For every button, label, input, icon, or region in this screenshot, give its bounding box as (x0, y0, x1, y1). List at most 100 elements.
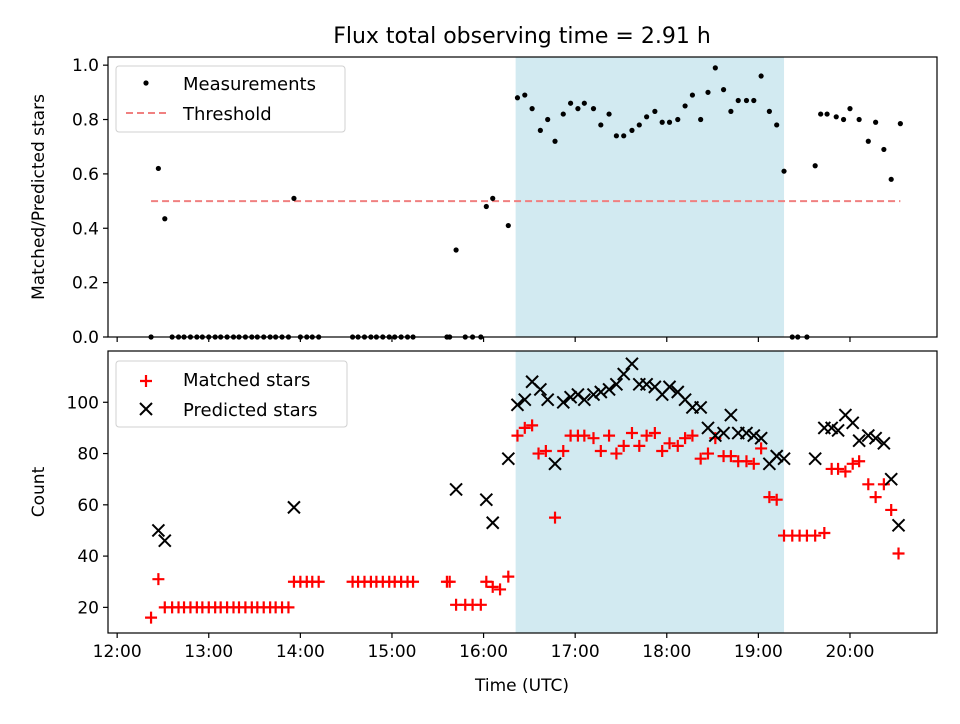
matched-star-point (885, 503, 898, 516)
predicted-star-point (617, 367, 631, 381)
measurement-point (529, 106, 535, 112)
matched-star-point (862, 478, 875, 491)
matched-star-point (633, 439, 646, 452)
matched-star-point (603, 429, 616, 442)
ratio-legend: Measurements Threshold (115, 65, 346, 133)
measurement-point (705, 89, 711, 95)
predicted-star-point (540, 393, 555, 407)
matched-star-point (656, 444, 669, 457)
legend-threshold-label: Threshold (182, 104, 272, 125)
matched-star-point (617, 439, 630, 452)
matched-star-point (770, 493, 783, 506)
predicted-star-point (639, 377, 654, 392)
measurement-point (728, 108, 734, 114)
measurement-point (522, 92, 528, 98)
legend-predicted-marker (139, 402, 153, 416)
y-tick-label: 0.6 (72, 165, 99, 185)
measurement-point (537, 127, 543, 133)
matched-star-point (663, 437, 676, 450)
x-tick-label: 20:00 (825, 642, 874, 662)
matched-star-point (145, 611, 158, 624)
predicted-star-point (747, 428, 761, 443)
x-tick-label: 19:00 (734, 642, 783, 662)
matched-star-point (648, 427, 661, 440)
predicted-stars-points (151, 357, 906, 548)
predicted-star-point (693, 400, 708, 415)
legend-matched-marker (140, 375, 152, 387)
measurement-point (575, 106, 581, 112)
x-tick-label: 16:00 (459, 642, 508, 662)
ratio-legend-box (115, 65, 346, 133)
measurement-point (758, 73, 764, 79)
predicted-star-point (625, 357, 639, 371)
count-legend: Matched stars Predicted stars (115, 360, 348, 428)
x-tick-label: 15:00 (367, 642, 416, 662)
matched-star-point (587, 432, 600, 445)
ratio-y-axis-label: Matched/Predicted stars (29, 94, 49, 300)
measurement-point (581, 100, 587, 106)
x-axis-label: Time (UTC) (474, 676, 569, 696)
measurement-point (881, 146, 887, 153)
matched-star-point (539, 444, 552, 457)
measurement-point (824, 111, 830, 117)
matched-star-point (625, 427, 638, 440)
measurement-point (888, 176, 894, 182)
predicted-star-point (609, 377, 624, 392)
predicted-star-point (548, 457, 562, 471)
matched-star-point (701, 447, 714, 460)
count-plot-frame (107, 350, 938, 634)
measurement-point (629, 127, 635, 133)
matched-star-point (282, 601, 295, 614)
measurement-point (781, 168, 787, 174)
matched-star-point (526, 419, 539, 432)
predicted-star-point (151, 523, 166, 538)
measurement-point (720, 87, 727, 93)
measurement-point (291, 195, 297, 201)
measurement-point (865, 138, 871, 144)
legend-measurements-label: Measurements (183, 74, 316, 95)
predicted-star-point (846, 416, 860, 430)
predicted-star-point (754, 431, 768, 445)
predicted-star-point (486, 516, 500, 530)
matched-star-point (443, 575, 456, 588)
matched-star-point (518, 421, 531, 434)
predicted-star-point (861, 428, 876, 443)
predicted-star-point (287, 500, 301, 515)
measurement-point (812, 163, 818, 169)
predicted-star-point (449, 482, 463, 497)
measurement-point (675, 116, 681, 123)
matched-star-point (818, 527, 831, 540)
measurement-point (162, 216, 168, 222)
matched-star-point (532, 447, 545, 460)
matched-star-point (578, 429, 591, 442)
predicted-star-point (510, 398, 525, 412)
y-tick-label: 100 (67, 393, 99, 413)
matched-star-point (763, 491, 776, 504)
measurement-point (712, 65, 718, 71)
measurement-point (644, 114, 650, 120)
measurement-point (840, 116, 847, 123)
matched-star-point (486, 580, 499, 593)
matched-star-point (694, 452, 707, 465)
matched-star-point (877, 478, 890, 491)
ratio-panel: 0.0 0.2 0.4 0.6 0.8 1.0 Matched/Predicted sta… (29, 56, 938, 348)
x-tick-label: 14:00 (276, 642, 325, 662)
measurement-point (490, 195, 496, 201)
matched-star-point (724, 450, 737, 463)
matched-star-point (502, 570, 515, 583)
predicted-star-point (852, 434, 866, 448)
ratio-plot-frame (107, 56, 938, 338)
measurement-point (766, 108, 772, 114)
y-tick-label: 1.0 (72, 56, 99, 76)
observing-window-highlight (515, 57, 785, 337)
predicted-star-point (891, 518, 906, 533)
matched-star-point (679, 432, 692, 445)
predicted-star-point (556, 395, 570, 409)
measurement-point (505, 222, 511, 229)
measurement-point (743, 97, 750, 104)
matched-star-point (747, 457, 760, 470)
matched-star-point (839, 465, 852, 478)
matched-star-point (610, 447, 623, 460)
matched-star-point (480, 575, 493, 588)
count-y-ticks: 20 40 60 80 100 (67, 393, 108, 618)
